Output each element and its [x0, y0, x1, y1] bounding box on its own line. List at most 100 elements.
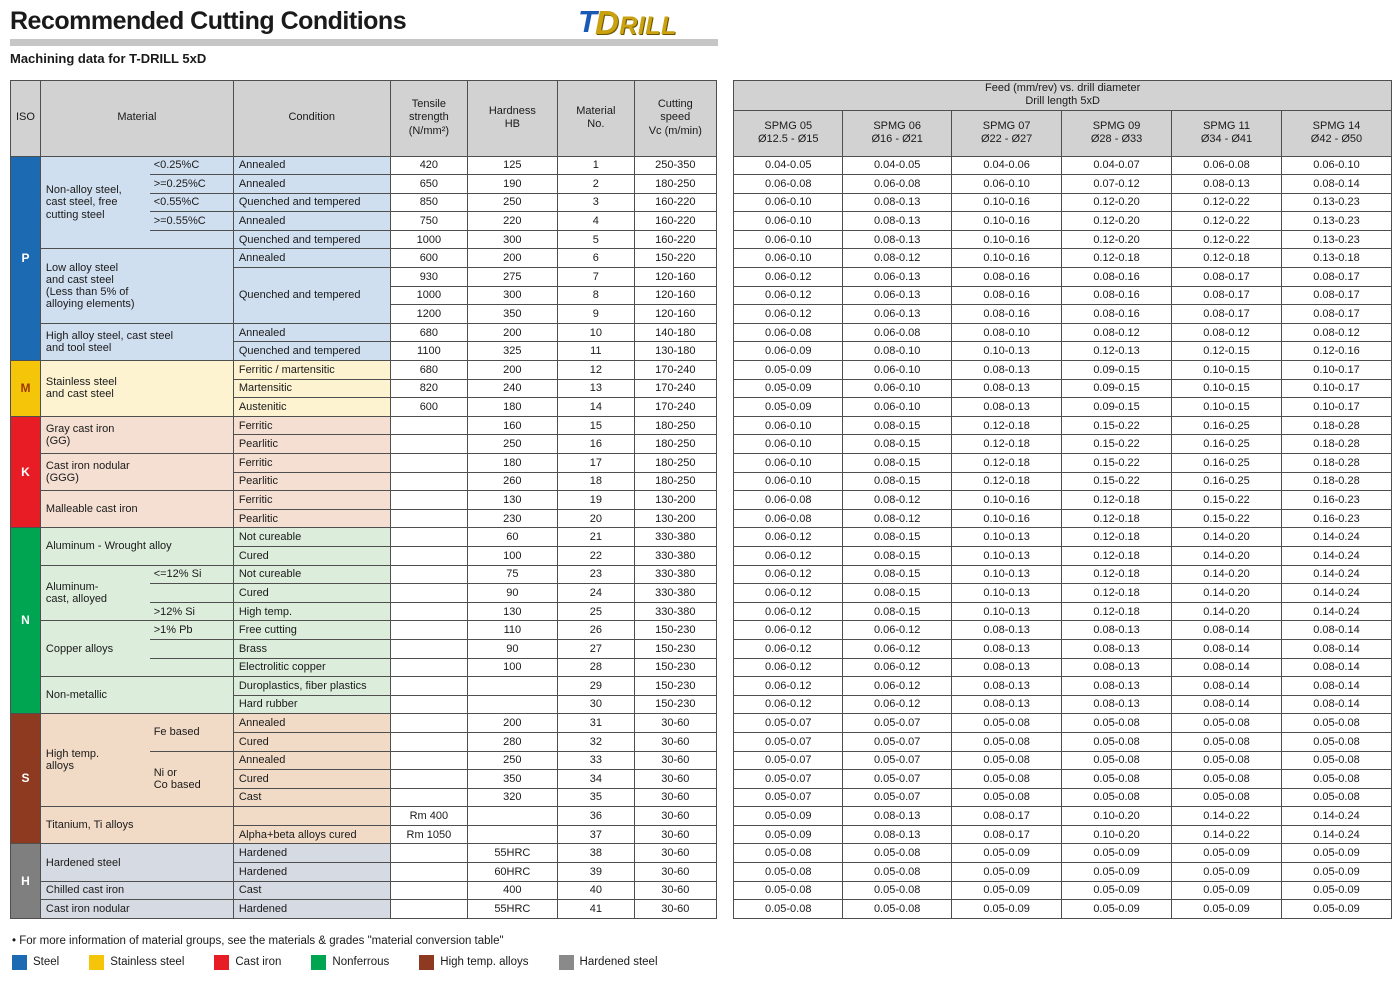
feed-cell: 0.06-0.08 — [733, 490, 844, 510]
tensile-cell: 1000 — [389, 229, 469, 250]
condition-cell: Cast — [232, 880, 391, 901]
feed-cell: 0.10-0.20 — [1061, 824, 1173, 845]
feed-cell: 0.05-0.09 — [733, 824, 844, 845]
feed-cell: 0.08-0.12 — [1280, 322, 1393, 343]
table-gap — [716, 453, 734, 473]
feed-cell: 0.05-0.08 — [1171, 731, 1282, 752]
sub-material-cell — [149, 583, 234, 603]
cutting-speed-cell: 170-240 — [634, 378, 717, 399]
iso-cell: N — [10, 527, 41, 715]
cutting-speed-cell: 30-60 — [634, 769, 717, 789]
table-row: Quenched and tempered 930 275 7 120-160 0.06-… — [11, 267, 1393, 324]
table-row: >=0.25%C Annealed 650 190 2 180-250 0.06-0.08 0… — [11, 174, 1393, 194]
tensile-cell — [389, 769, 469, 789]
feed-cell: 0.12-0.18 — [951, 471, 1063, 492]
feed-cell: 0.08-0.14 — [1280, 620, 1393, 640]
material-no-cell: 34 — [556, 769, 636, 789]
cutting-speed-cell: 30-60 — [634, 880, 717, 901]
table-gap — [716, 899, 734, 919]
hardness-cell: 260 — [467, 471, 558, 492]
feed-cell: 0.06-0.12 — [842, 638, 953, 659]
cutting-speed-cell: 180-250 — [634, 415, 717, 436]
iso-cell: P — [10, 155, 41, 362]
cutting-speed-cell: 130-200 — [634, 508, 717, 529]
feed-cell: 0.16-0.23 — [1280, 490, 1393, 510]
feed-cell: 0.05-0.07 — [842, 713, 953, 733]
tdrill-logo: TDRILL — [578, 4, 677, 42]
material-no-cell: 39 — [556, 862, 636, 882]
feed-cell: 0.05-0.09 — [1171, 880, 1282, 901]
feed-cell: 0.08-0.15 — [842, 471, 953, 492]
hardness-cell: 250 — [467, 750, 558, 771]
condition-cell: Annealed — [232, 713, 391, 733]
material-no-cell: 30 — [556, 694, 636, 715]
cutting-speed-cell: 120-160 — [634, 267, 717, 287]
feed-cell: 0.12-0.22 — [1171, 229, 1282, 250]
legend-label: High temp. alloys — [440, 956, 529, 969]
table-row: Cured 100 22 330-380 0.06-0.12 0.08-0.15 0.10-… — [11, 545, 1393, 566]
table-row: Quenched and tempered 1100 325 11 130-180 0.0… — [11, 341, 1393, 362]
feed-cell: 0.08-0.14 — [1280, 676, 1393, 696]
tensile-cell — [389, 713, 469, 733]
feed-cell: 0.05-0.08 — [1280, 731, 1393, 752]
feed-cell: 0.08-0.13 — [1061, 638, 1173, 659]
feed-cell: 0.08-0.13 — [951, 620, 1063, 640]
table-row: >12% Si High temp. 130 25 330-380 0.06-0.12 0.… — [11, 601, 1393, 622]
condition-cell: Not cureable — [232, 527, 391, 547]
feed-cell: 0.10-0.13 — [951, 527, 1063, 547]
material-no-cell: 3 — [556, 192, 636, 213]
condition-cell: Brass — [232, 638, 391, 659]
material-no-cell: 1 — [556, 155, 636, 176]
table-row: Titanium, Ti alloys Rm 400 36 30-60 0.05-0.0… — [11, 806, 1393, 845]
table-gap — [716, 602, 734, 621]
material-no-cell: 10 — [556, 322, 636, 343]
table-row: Ni or Co based Annealed 250 33 30-60 0.05-0.0… — [11, 750, 1393, 808]
legend-color-swatch — [311, 954, 327, 970]
feed-cell: 0.06-0.10 — [842, 397, 953, 417]
feed-cell: 0.04-0.05 — [733, 155, 844, 176]
feed-cell: 0.08-0.15 — [842, 564, 953, 585]
legend-item: Cast iron — [214, 954, 281, 970]
material-no-cell: 8 — [556, 285, 636, 306]
table-row: Martensitic 820 240 13 170-240 0.05-0.09 0.06-… — [11, 378, 1393, 399]
material-no-cell: 22 — [556, 545, 636, 566]
feed-cell: 0.08-0.13 — [842, 192, 953, 213]
table-gap — [716, 788, 734, 807]
table-gap — [716, 620, 734, 640]
header-feed-column: SPMG 11 Ø34 - Ø41 — [1171, 109, 1282, 157]
feed-cell: 0.10-0.13 — [951, 564, 1063, 585]
condition-cell: Annealed — [232, 155, 391, 176]
feed-cell: 0.05-0.09 — [1280, 862, 1393, 882]
feed-cell: 0.06-0.10 — [1280, 155, 1393, 176]
feed-cell: 0.08-0.17 — [1171, 304, 1282, 324]
sub-material-cell: <0.25%C — [149, 156, 234, 176]
feed-cell: 0.16-0.25 — [1171, 453, 1282, 473]
sub-material-cell — [149, 230, 234, 250]
condition-cell: High temp. — [232, 601, 391, 622]
material-cell: Titanium, Ti alloys — [39, 806, 234, 845]
feed-cell: 0.13-0.18 — [1280, 248, 1393, 269]
feed-cell: 0.06-0.12 — [733, 285, 844, 306]
cutting-speed-cell: 160-220 — [634, 211, 717, 231]
sub-material-cell: >1% Pb — [149, 620, 234, 640]
material-no-cell: 5 — [556, 229, 636, 250]
feed-cell: 0.06-0.08 — [842, 322, 953, 343]
table-gap — [716, 806, 734, 826]
condition-cell: Ferritic / martensitic — [232, 360, 391, 380]
table-row: Low alloy steel and cast steel (Less tha… — [11, 248, 1393, 324]
feed-cell: 0.06-0.12 — [733, 304, 844, 324]
feed-cell: 0.08-0.14 — [1280, 638, 1393, 659]
table-gap — [716, 639, 734, 659]
table-gap — [716, 751, 734, 770]
feed-cell: 0.14-0.22 — [1171, 806, 1282, 826]
table-row: Cured 350 34 30-60 0.05-0.07 0.05-0.07 0.05-0.… — [11, 769, 1393, 789]
table-gap — [716, 286, 734, 305]
feed-cell: 0.05-0.09 — [1171, 843, 1282, 864]
tensile-cell: 930 — [389, 267, 469, 287]
feed-cell: 0.10-0.16 — [951, 229, 1063, 250]
feed-cell: 0.06-0.13 — [842, 304, 953, 324]
sub-material-cell: <0.55%C — [149, 193, 234, 213]
feed-cell: 0.08-0.16 — [1061, 304, 1173, 324]
hardness-cell: 100 — [467, 545, 558, 566]
feed-cell: 0.13-0.23 — [1280, 211, 1393, 231]
